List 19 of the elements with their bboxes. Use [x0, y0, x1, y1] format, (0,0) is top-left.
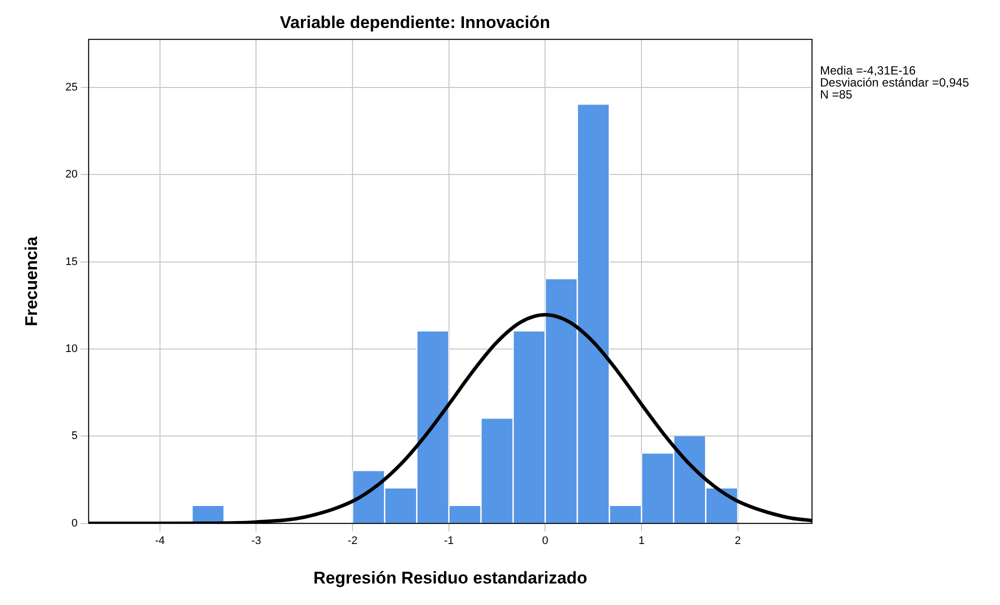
x-axis-title: Regresión Residuo estandarizado: [313, 568, 588, 588]
x-tick-label: 2: [734, 535, 741, 548]
y-axis-title: Frecuencia: [22, 236, 41, 326]
y-tick-label: 10: [65, 343, 78, 356]
x-tick-label: -2: [348, 535, 358, 548]
y-tick-label: 5: [72, 430, 78, 442]
x-tick-label: 0: [542, 535, 548, 548]
x-tick-label: -4: [155, 535, 165, 548]
x-tick-label: -3: [251, 535, 262, 548]
x-tick-label: 1: [638, 535, 645, 548]
y-tick-label: 0: [72, 517, 78, 530]
y-tick-label: 25: [65, 81, 78, 94]
y-tick-label: 20: [65, 168, 78, 181]
text: Desviación estándar =0,945: [820, 76, 970, 90]
x-tick-label: -1: [444, 535, 454, 548]
text: N =85: [820, 88, 853, 102]
chart-title: Variable dependiente: Innovación: [280, 12, 550, 32]
y-tick-label: 15: [65, 256, 78, 268]
text: Media =-4,31E-16: [820, 64, 916, 78]
